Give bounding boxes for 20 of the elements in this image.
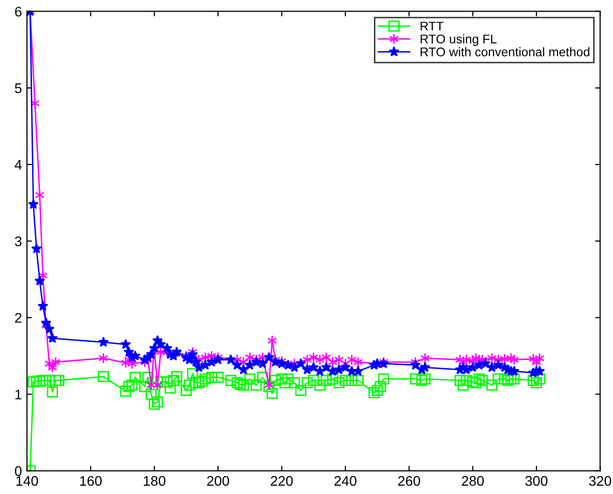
x-tick-label: 140	[16, 476, 38, 486]
x-tick-label: 260	[398, 476, 420, 486]
legend-label: RTO using FL	[420, 34, 497, 46]
y-tick-label: 2	[15, 312, 22, 323]
y-tick-label: 0	[14, 466, 22, 476]
y-tick-label: 3	[14, 236, 22, 246]
x-tick-label: 160	[80, 476, 102, 486]
x-tick-label: 240	[334, 476, 356, 486]
x-tick-label: 200	[207, 476, 230, 486]
y-tick-label: 1	[15, 390, 22, 400]
x-tick-label: 180	[144, 476, 166, 486]
y-tick-label: 6	[15, 6, 22, 17]
legend-label: RTO with conventional method	[420, 47, 590, 56]
x-tick-label: 300	[525, 476, 548, 486]
x-tick-label: 280	[462, 476, 484, 486]
y-tick-label: 5	[14, 83, 22, 94]
x-tick-label: 320	[589, 476, 612, 486]
x-tick-label: 220	[270, 476, 293, 486]
y-tick-label: 4	[14, 160, 22, 170]
legend-label: RTT	[420, 22, 444, 30]
